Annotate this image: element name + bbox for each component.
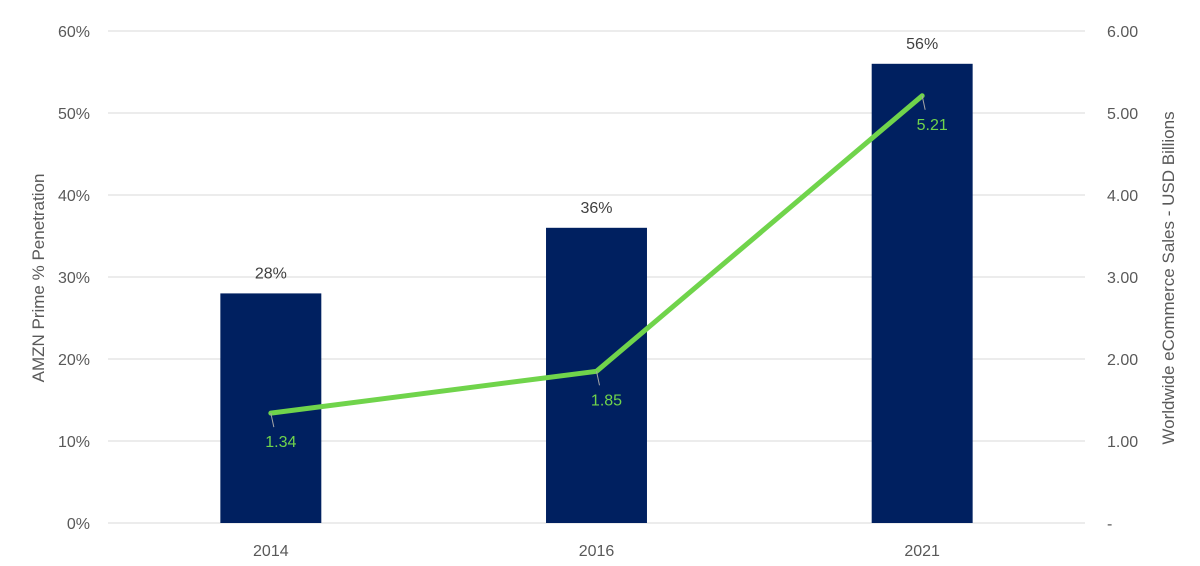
bar-series (220, 63, 973, 524)
left-tick-label: 30% (58, 270, 90, 287)
left-axis-title: AMZN Prime % Penetration (29, 174, 48, 383)
bar (871, 63, 973, 524)
left-tick-label: 40% (58, 188, 90, 205)
leader-line (596, 371, 600, 386)
x-tick-label: 2014 (253, 543, 289, 560)
right-axis-ticks: - 1.00 2.00 3.00 4.00 5.00 6.00 (1107, 24, 1138, 533)
right-axis-title: Worldwide eCommerce Sales - USD Billions (1159, 111, 1178, 444)
left-tick-label: 10% (58, 434, 90, 451)
left-tick-label: 60% (58, 24, 90, 41)
line-data-label: 1.85 (591, 392, 622, 409)
x-axis-ticks: 2014 2016 2021 (253, 543, 940, 560)
bar-data-label: 56% (906, 36, 938, 53)
left-tick-label: 20% (58, 352, 90, 369)
bar-data-labels: 28% 36% 56% (255, 36, 938, 283)
bar-data-label: 28% (255, 265, 287, 282)
right-tick-label: 1.00 (1107, 434, 1138, 451)
bar-data-label: 36% (580, 200, 612, 217)
left-tick-label: 50% (58, 106, 90, 123)
leader-line (270, 413, 275, 428)
right-tick-label: - (1107, 516, 1112, 533)
right-tick-label: 4.00 (1107, 188, 1138, 205)
left-axis-ticks: 0% 10% 20% 30% 40% 50% 60% (58, 24, 90, 533)
right-tick-label: 5.00 (1107, 106, 1138, 123)
left-tick-label: 0% (67, 516, 90, 533)
right-tick-label: 6.00 (1107, 24, 1138, 41)
right-tick-label: 2.00 (1107, 352, 1138, 369)
leader-line (921, 95, 926, 110)
line-data-labels: 1.34 1.85 5.21 (265, 95, 948, 451)
x-tick-label: 2021 (904, 543, 940, 560)
x-tick-label: 2016 (579, 543, 615, 560)
line-data-label: 1.34 (265, 434, 296, 451)
line-data-label: 5.21 (917, 117, 948, 134)
right-tick-label: 3.00 (1107, 270, 1138, 287)
